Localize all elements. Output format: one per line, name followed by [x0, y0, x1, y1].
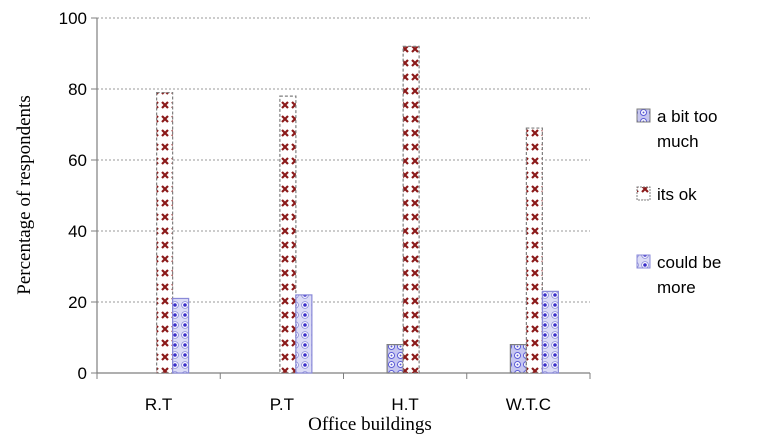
- bars: [156, 45, 559, 374]
- bar: [295, 294, 313, 374]
- y-tick-label: 40: [68, 222, 87, 241]
- legend-label: could be: [657, 253, 721, 272]
- x-tick-label: R.T: [145, 395, 172, 414]
- x-axis-title: Office buildings: [308, 414, 432, 435]
- bar: [402, 45, 420, 374]
- bar: [172, 297, 190, 374]
- bar: [509, 344, 527, 374]
- legend-label: its ok: [657, 185, 697, 204]
- legend-swatch: [636, 254, 651, 269]
- x-tick-label: W.T.C: [506, 395, 551, 414]
- bar: [541, 290, 559, 374]
- y-tick-label: 0: [78, 364, 87, 383]
- legend-label: more: [657, 278, 696, 297]
- legend: a bit too much its ok could be more: [636, 107, 721, 297]
- legend-label: much: [657, 132, 699, 151]
- y-tick-label: 60: [68, 151, 87, 170]
- legend-swatch: [636, 186, 651, 201]
- y-tick-label: 20: [68, 293, 87, 312]
- labels: 0 20 40 60 80 100 R.T P.T H.T W.T.C: [59, 9, 551, 414]
- legend-label: a bit too: [657, 107, 718, 126]
- bar: [156, 91, 174, 374]
- x-tick-label: P.T: [270, 395, 294, 414]
- y-tick-label: 80: [68, 80, 87, 99]
- bar: [279, 95, 297, 374]
- legend-swatch: [636, 108, 651, 123]
- bar: [525, 127, 543, 374]
- x-tick-label: H.T: [391, 395, 418, 414]
- bar: [386, 344, 404, 374]
- y-tick-label: 100: [59, 9, 87, 28]
- y-axis-title: Percentage of respondents: [14, 95, 35, 294]
